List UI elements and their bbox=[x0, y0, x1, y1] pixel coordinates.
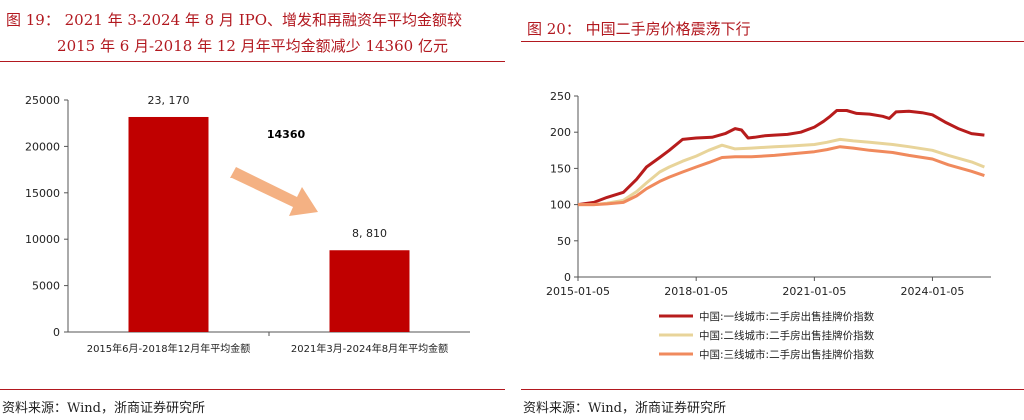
legend-label: 中国:一线城市:二手房出售挂牌价指数 bbox=[699, 310, 875, 323]
y-tick-label: 50 bbox=[557, 235, 571, 248]
figure-19-source: 资料来源：Wind，浙商证券研究所 bbox=[2, 401, 205, 416]
series-line-3 bbox=[578, 145, 985, 207]
x-tick-label: 2018-01-05 bbox=[664, 285, 728, 298]
source-divider bbox=[521, 389, 1024, 390]
bar-value-label: 8, 810 bbox=[352, 227, 387, 240]
x-tick-label: 2015-01-05 bbox=[546, 285, 610, 298]
bar bbox=[128, 116, 209, 333]
y-tick-label: 5000 bbox=[32, 280, 60, 293]
series-line-1 bbox=[577, 109, 985, 207]
right-figure-panel: 图 20： 中国二手房价格震荡下行 0 50 100 150 200 250 2015-01… bbox=[521, 0, 1024, 420]
figure-20-source: 资料来源：Wind，浙商证券研究所 bbox=[523, 401, 726, 416]
y-tick-label: 100 bbox=[550, 199, 571, 212]
title-divider bbox=[521, 41, 1024, 42]
y-tick-label: 0 bbox=[53, 326, 60, 339]
y-tick-label: 20000 bbox=[25, 140, 60, 153]
y-tick-label: 150 bbox=[550, 162, 571, 175]
title-divider bbox=[0, 61, 505, 62]
y-tick-label: 0 bbox=[564, 271, 571, 284]
figure-19-title-line1: 图 19： 2021 年 3-2024 年 8 月 IPO、增发和再融资年平均金… bbox=[6, 11, 463, 29]
bar-chart: 0 5000 10000 15000 20000 25000 23, 170 2015年6月… bbox=[25, 94, 470, 355]
y-tick-label: 250 bbox=[550, 90, 571, 103]
series-line-2 bbox=[578, 137, 985, 207]
y-tick-label: 15000 bbox=[25, 187, 60, 200]
figure-20-title: 图 20： 中国二手房价格震荡下行 bbox=[527, 20, 751, 38]
y-tick-label: 25000 bbox=[25, 94, 60, 107]
left-figure-panel: 图 19： 2021 年 3-2024 年 8 月 IPO、增发和再融资年平均金… bbox=[0, 0, 505, 420]
legend-label: 中国:二线城市:二手房出售挂牌价指数 bbox=[699, 329, 875, 342]
x-category-label: 2015年6月-2018年12月年平均金额 bbox=[87, 342, 251, 355]
bar bbox=[329, 250, 410, 332]
y-tick-label: 200 bbox=[550, 126, 571, 139]
legend-label: 中国:三线城市:二手房出售挂牌价指数 bbox=[699, 348, 875, 361]
source-divider bbox=[0, 389, 505, 390]
bar-value-label: 23, 170 bbox=[148, 94, 190, 107]
x-category-label: 2021年3月-2024年8月年平均金额 bbox=[291, 342, 448, 355]
decrease-arrow-icon bbox=[230, 167, 318, 216]
figure-19-title-line2: 2015 年 6 月-2018 年 12 月年平均金额减少 14360 亿元 bbox=[57, 37, 448, 55]
x-tick-label: 2024-01-05 bbox=[900, 285, 964, 298]
decrease-annotation: 14360 bbox=[267, 128, 306, 141]
y-tick-label: 10000 bbox=[25, 233, 60, 246]
line-chart: 0 50 100 150 200 250 2015-01-05 2018-01-05 2021-… bbox=[546, 90, 991, 361]
x-tick-label: 2021-01-05 bbox=[782, 285, 846, 298]
